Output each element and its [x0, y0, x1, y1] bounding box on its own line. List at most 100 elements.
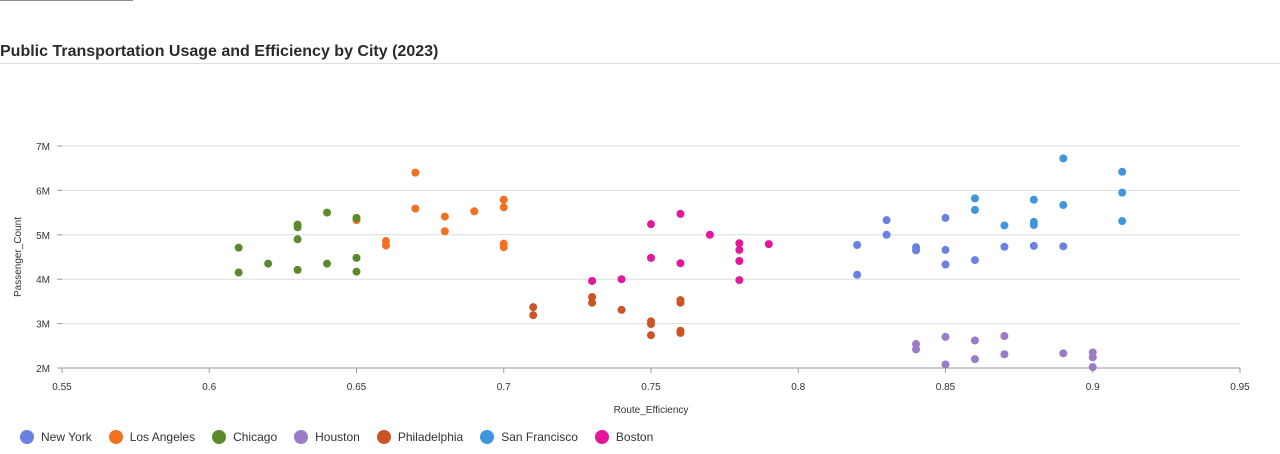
legend: New York Los Angeles Chicago Houston Philade… — [20, 430, 670, 444]
y-tick-label: 7M — [36, 142, 50, 153]
data-point-new-york[interactable] — [1000, 242, 1009, 251]
data-point-new-york[interactable] — [882, 230, 891, 239]
data-point-boston[interactable] — [764, 240, 773, 249]
data-point-san-francisco[interactable] — [970, 194, 979, 203]
data-point-los-angeles[interactable] — [499, 195, 508, 204]
data-point-chicago[interactable] — [352, 267, 361, 276]
data-point-philadelphia[interactable] — [647, 331, 655, 340]
data-point-san-francisco[interactable] — [1029, 195, 1038, 204]
data-point-new-york[interactable] — [970, 256, 979, 265]
data-point-san-francisco[interactable] — [1118, 167, 1127, 176]
data-point-philadelphia[interactable] — [529, 311, 538, 320]
data-point-los-angeles[interactable] — [440, 212, 449, 221]
data-point-houston[interactable] — [1000, 332, 1009, 341]
data-point-san-francisco[interactable] — [1059, 201, 1068, 210]
data-point-philadelphia[interactable] — [617, 305, 626, 314]
legend-swatch — [212, 430, 227, 444]
legend-item-houston[interactable]: Houston — [294, 430, 360, 444]
data-point-houston[interactable] — [941, 360, 950, 369]
data-point-chicago[interactable] — [323, 259, 332, 268]
legend-label: Boston — [615, 430, 654, 444]
legend-item-chicago[interactable]: Chicago — [212, 430, 277, 444]
data-point-los-angeles[interactable] — [411, 204, 420, 213]
x-tick-label: 0.7 — [497, 382, 511, 393]
data-point-chicago[interactable] — [264, 259, 273, 268]
data-point-houston[interactable] — [912, 345, 921, 354]
data-point-new-york[interactable] — [941, 260, 950, 269]
data-point-los-angeles[interactable] — [499, 243, 508, 252]
legend-swatch — [294, 430, 309, 444]
data-point-philadelphia[interactable] — [529, 303, 538, 312]
data-point-philadelphia[interactable] — [588, 298, 597, 307]
legend-item-philadelphia[interactable]: Philadelphia — [376, 430, 463, 444]
data-point-boston[interactable] — [705, 230, 714, 239]
data-point-philadelphia[interactable] — [588, 292, 597, 301]
data-point-boston[interactable] — [735, 256, 744, 265]
x-tick-label: 0.75 — [641, 382, 661, 393]
data-point-boston[interactable] — [647, 253, 655, 262]
data-point-new-york[interactable] — [853, 270, 862, 279]
data-point-san-francisco[interactable] — [1118, 188, 1127, 197]
data-point-new-york[interactable] — [1029, 241, 1038, 250]
data-point-boston[interactable] — [647, 220, 655, 229]
data-point-los-angeles[interactable] — [499, 203, 508, 212]
data-points — [234, 154, 1127, 372]
x-tick-label: 0.8 — [791, 382, 805, 393]
data-point-new-york[interactable] — [912, 246, 921, 255]
data-point-houston[interactable] — [1088, 353, 1097, 362]
data-point-chicago[interactable] — [352, 213, 361, 222]
data-point-san-francisco[interactable] — [970, 205, 979, 214]
data-point-boston[interactable] — [735, 239, 744, 248]
legend-swatch — [108, 430, 123, 444]
data-point-san-francisco[interactable] — [1029, 221, 1038, 230]
data-point-new-york[interactable] — [853, 241, 862, 250]
data-point-chicago[interactable] — [293, 265, 302, 274]
data-point-chicago[interactable] — [352, 253, 361, 262]
data-point-chicago[interactable] — [293, 235, 302, 244]
data-point-chicago[interactable] — [293, 223, 302, 232]
data-point-philadelphia[interactable] — [647, 320, 655, 329]
y-axis: 2M 3M 4M 5M 6M 7M — [36, 142, 62, 375]
data-point-houston[interactable] — [1000, 350, 1009, 359]
data-point-chicago[interactable] — [323, 208, 332, 217]
data-point-new-york[interactable] — [941, 213, 950, 222]
data-point-boston[interactable] — [735, 276, 744, 285]
data-point-new-york[interactable] — [941, 245, 950, 254]
data-point-san-francisco[interactable] — [1059, 154, 1068, 163]
x-tick-label: 0.6 — [202, 382, 216, 393]
data-point-chicago[interactable] — [234, 243, 243, 252]
legend-item-san-francisco[interactable]: San Francisco — [480, 430, 578, 444]
legend-item-los-angeles[interactable]: Los Angeles — [108, 430, 196, 444]
data-point-los-angeles[interactable] — [470, 207, 479, 216]
legend-item-new-york[interactable]: New York — [20, 430, 92, 444]
data-point-san-francisco[interactable] — [1000, 221, 1009, 230]
data-point-philadelphia[interactable] — [676, 328, 685, 337]
data-point-houston[interactable] — [970, 355, 979, 364]
y-tick-label: 2M — [36, 364, 50, 375]
x-axis-title: Route_Efficiency — [614, 405, 689, 416]
data-point-san-francisco[interactable] — [1118, 217, 1127, 226]
data-point-los-angeles[interactable] — [440, 227, 449, 236]
chart-title: Public Transportation Usage and Efficien… — [0, 43, 439, 60]
x-tick-label: 0.65 — [347, 382, 367, 393]
data-point-houston[interactable] — [970, 336, 979, 345]
legend-label: Chicago — [233, 430, 278, 444]
data-point-los-angeles[interactable] — [381, 241, 390, 250]
legend-label: Los Angeles — [129, 430, 196, 444]
data-point-boston[interactable] — [676, 259, 685, 268]
x-tick-label: 0.95 — [1230, 382, 1250, 393]
data-point-new-york[interactable] — [882, 216, 891, 225]
data-point-los-angeles[interactable] — [411, 168, 420, 177]
data-point-new-york[interactable] — [1059, 242, 1068, 251]
data-point-houston[interactable] — [1088, 363, 1097, 372]
data-point-chicago[interactable] — [234, 268, 243, 277]
data-point-boston[interactable] — [735, 245, 744, 254]
legend-item-boston[interactable]: Boston — [594, 430, 654, 444]
data-point-houston[interactable] — [1059, 349, 1068, 358]
data-point-boston[interactable] — [588, 276, 597, 285]
scatter-plot: 0.55 0.6 0.65 0.7 0.75 0.8 0.85 0.9 0.95 2M 3M 4M 5… — [13, 142, 1250, 416]
data-point-philadelphia[interactable] — [676, 298, 685, 307]
data-point-boston[interactable] — [617, 275, 626, 284]
data-point-boston[interactable] — [676, 209, 685, 218]
data-point-houston[interactable] — [941, 332, 950, 341]
